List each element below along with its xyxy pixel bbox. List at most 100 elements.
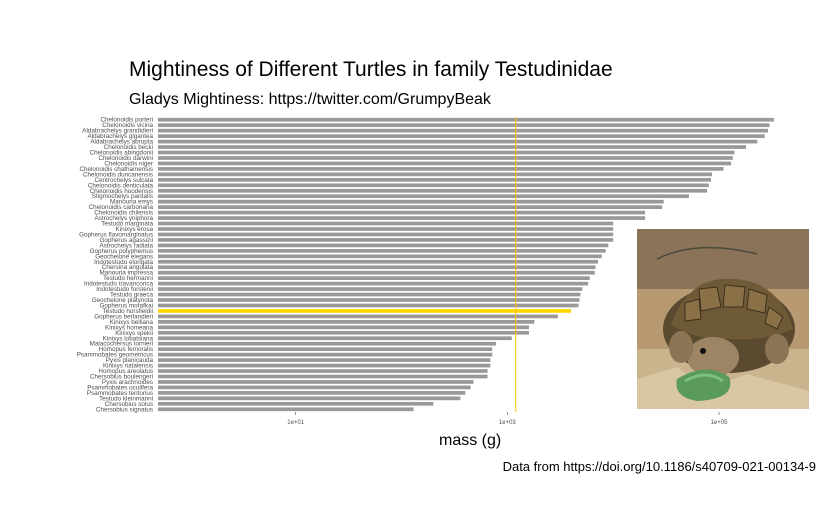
bar-testudo-kleinmanni <box>158 396 461 401</box>
bar-homopus-femoralis <box>158 347 493 352</box>
bar-aldabrachelys-abrupta <box>158 139 758 144</box>
y-tick-label: Chelonoidis darwini <box>98 155 153 162</box>
y-tick-label: Psammobates tentorius <box>87 390 153 397</box>
bar-gopherus-polyphemus <box>158 248 606 253</box>
y-tick-label: Chelonoidis vicina <box>102 122 153 129</box>
bar-chersobius-signatus <box>158 407 414 412</box>
y-tick-label: Indotestudo travancorica <box>84 281 153 288</box>
y-tick-label: Kinixys homeana <box>105 324 153 331</box>
bar-chelonoidis-carbonaria <box>158 205 663 209</box>
y-tick-label: Gopherus berlandieri <box>94 313 153 320</box>
y-tick-label: Aldabrachelys gigantea <box>88 133 154 140</box>
bar-chersobius-solus <box>158 401 434 406</box>
bar-chelonoidis-vicina <box>158 123 770 128</box>
y-tick-label: Kinixys erosa <box>116 226 154 233</box>
y-tick-label: Geochelone elegans <box>95 253 153 260</box>
y-tick-label: Astrochelys radiata <box>99 242 153 249</box>
bar-aldabrachelys-gigantea <box>158 134 765 138</box>
bar-manouria-emys <box>158 199 664 204</box>
y-tick-label: Gopherus polyphemus <box>90 248 153 255</box>
bar-testudo-hermanni <box>158 276 590 281</box>
y-tick-label: Geochelone platynota <box>92 297 154 304</box>
chart-title: Mightiness of Different Turtles in famil… <box>129 58 613 81</box>
y-tick-label: Gopherus agassizii <box>99 237 153 244</box>
y-tick-label: Aldabrachelys grandidieri <box>82 128 153 135</box>
bar-chelonoidis-duncanensis <box>158 172 713 177</box>
y-tick-label: Aldabrachelys abrupta <box>90 139 153 146</box>
bar-chersobius-boulengeri <box>158 374 488 379</box>
y-tick-label: Kinixys natalensis <box>103 363 153 370</box>
bar-chelonoidis-chathamensis <box>158 167 724 171</box>
bar-chelonoidis-niger <box>158 161 732 166</box>
bar-chelonoidis-porteri <box>158 117 774 122</box>
y-tick-label: Chelonoidis denticulata <box>88 182 154 189</box>
y-tick-label: Indotestudo elongata <box>94 259 153 266</box>
bar-chelonoidis-chilensis <box>158 210 646 215</box>
bar-malacochersus-tornieri <box>158 341 496 346</box>
y-tick-label: Manouria emys <box>110 199 153 206</box>
y-tick-label: Gopherus flavomarginatus <box>79 231 153 238</box>
bar-kinixys-natalensis <box>158 363 491 368</box>
bar-gopherus-agassizii <box>158 238 614 242</box>
y-tick-label: Chelonoidis duncanensis <box>83 171 153 178</box>
bar-chelonoidis-darwini <box>158 156 733 160</box>
chart-subtitle: Gladys Mightiness: https://twitter.com/G… <box>129 91 491 108</box>
bar-homopus-areolatus <box>158 369 488 373</box>
y-tick-label: Chelonoidis chilensis <box>94 210 153 217</box>
bar-gopherus-berlandieri <box>158 314 558 319</box>
y-tick-label: Malacochersus tornieri <box>90 341 153 348</box>
y-tick-label: Homopus areolatus <box>98 368 153 375</box>
y-tick-label: Psammobates geometricus <box>77 352 153 359</box>
bar-astrochelys-radiata <box>158 243 609 248</box>
bar-psammobates-oculifera <box>158 385 471 390</box>
bar-testudo-marginata <box>158 221 614 226</box>
bar-indotestudo-elongata <box>158 259 599 264</box>
y-tick-label: Chelonoidis abingdonii <box>90 150 153 157</box>
y-tick-label: Gopherus morafkai <box>99 302 153 309</box>
bar-pyxis-arachnoides <box>158 380 474 384</box>
bar-gopherus-flavomarginatus <box>158 232 614 237</box>
y-tick-label: Psammobates oculifera <box>87 384 153 391</box>
bar-kinixys-lobatsiana <box>158 336 512 341</box>
bar-aldabrachelys-grandidieri <box>158 128 768 133</box>
bar-kinixys-belliana <box>158 320 535 324</box>
x-axis-label: mass (g) <box>439 432 502 449</box>
y-tick-label: Testudo kleinmanni <box>99 395 153 402</box>
chart-caption: Data from https://doi.org/10.1186/s40709… <box>502 459 816 474</box>
y-tick-label: Pyxis planicauda <box>106 357 154 364</box>
y-tick-label: Chersobius boulengeri <box>90 373 153 380</box>
y-tick-label: Chersina angulata <box>102 264 154 271</box>
y-tick-label: Manouria impressa <box>99 270 153 277</box>
y-tick-label: Pyxis arachnoides <box>102 379 153 386</box>
x-tick-label: 1e+03 <box>499 420 517 426</box>
y-tick-label: Kinixys spekii <box>115 330 153 337</box>
bar-stigmochelys-pardalis <box>158 194 689 199</box>
x-tick-label: 1e+01 <box>287 420 305 426</box>
x-tick-label: 1e+05 <box>711 420 729 426</box>
y-tick-label: Chelonoidis hoodensis <box>90 188 153 195</box>
bar-geochelone-elegans <box>158 254 602 259</box>
bar-psammobates-tentorius <box>158 391 466 395</box>
y-tick-label: Astrochelys yniphora <box>95 215 154 222</box>
bar-testudo-horsfieldii <box>158 309 572 313</box>
bar-manouria-impressa <box>158 270 595 275</box>
y-tick-label: Homopus femoralis <box>99 346 153 353</box>
y-tick-label: Chelonoidis carbonaria <box>89 204 154 211</box>
bar-chelonoidis-hoodensis <box>158 188 708 193</box>
y-tick-label: Testudo graeca <box>110 292 154 299</box>
y-tick-label: Kinixys lobatsiana <box>103 335 154 342</box>
tortoise-photo <box>637 229 809 409</box>
y-tick-label: Testudo horsfieldii <box>103 308 153 315</box>
bar-pyxis-planicauda <box>158 358 491 362</box>
y-tick-label: Chelonoidis niger <box>104 160 153 167</box>
y-tick-label: Chelonoidis chathamensis <box>79 166 153 173</box>
bars-group <box>158 117 774 412</box>
bar-chersina-angulata <box>158 265 596 270</box>
y-tick-label: Kinixys belliana <box>110 319 154 326</box>
bar-kinixys-homeana <box>158 325 529 330</box>
bar-chelonoidis-becki <box>158 145 747 149</box>
bar-kinixys-spekii <box>158 330 529 335</box>
bar-chelonoidis-abingdonii <box>158 150 735 155</box>
y-tick-label: Chersobius signatus <box>96 406 153 413</box>
